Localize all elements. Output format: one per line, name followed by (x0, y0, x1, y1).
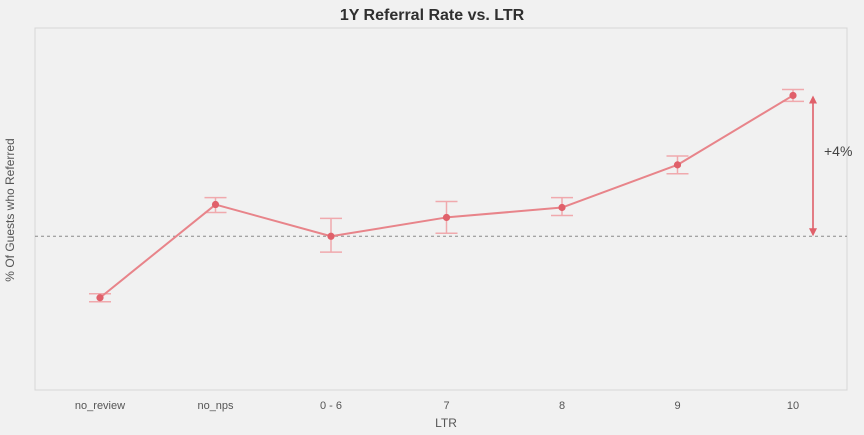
series-line (99, 94, 794, 299)
data-point-no_nps (211, 200, 220, 209)
x-tick-label: 9 (674, 400, 680, 412)
data-point-7 (442, 213, 451, 222)
error-bars (89, 88, 804, 303)
annotation-arrowhead-top (809, 95, 817, 104)
annotation-label: +4% (824, 143, 852, 159)
x-tick-labels: no_review no_nps 0 - 6 7 8 9 10 (75, 400, 799, 412)
y-axis-label: % Of Guests who Referred (3, 138, 17, 281)
x-tick-label: 0 - 6 (320, 400, 342, 412)
plot-area (34, 27, 848, 391)
x-tick-label: 10 (787, 400, 799, 412)
x-tick-label: no_review (75, 400, 125, 412)
data-point-no_review (96, 294, 104, 302)
x-tick-label: 8 (559, 400, 565, 412)
data-points (96, 91, 797, 302)
data-point-9 (673, 161, 682, 169)
x-tick-label: no_nps (197, 400, 234, 412)
chart-title: 1Y Referral Rate vs. LTR (340, 7, 525, 24)
annotation-arrowhead-bottom (809, 228, 817, 237)
x-axis-label: LTR (435, 416, 457, 430)
x-tick-label: 7 (443, 400, 449, 412)
data-point-8 (558, 203, 566, 212)
data-point-10 (789, 91, 797, 100)
data-point-0-6 (327, 232, 335, 240)
